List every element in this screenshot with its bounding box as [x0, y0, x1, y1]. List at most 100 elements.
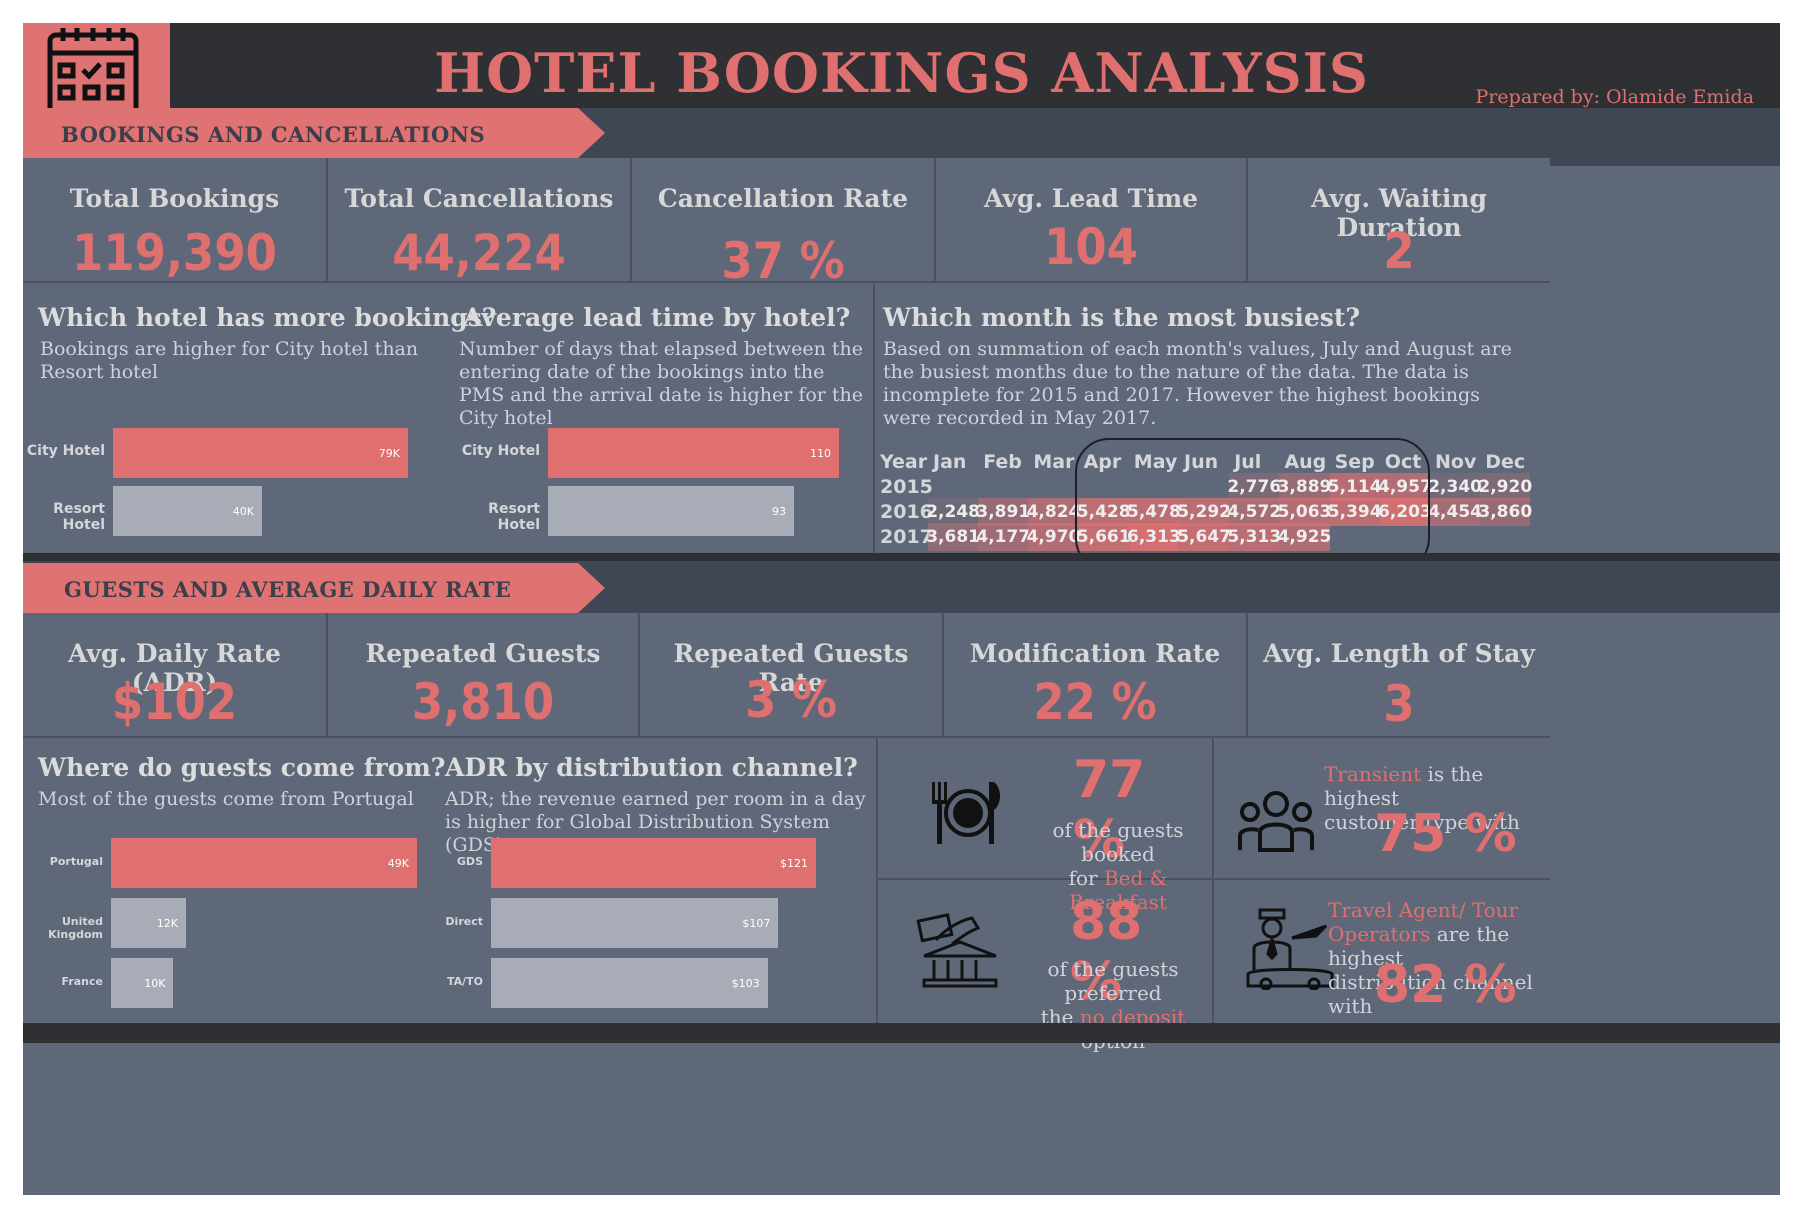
card-travel-agent: Travel Agent/ Tour Operators are the hig… [1214, 880, 1550, 1023]
agent-text: Travel Agent/ Tour Operators are the hig… [1328, 898, 1548, 1018]
divider [873, 283, 875, 558]
heatmap-cell: 6,313 [1127, 523, 1181, 551]
bar-category-label: Portugal [49, 855, 103, 869]
bar: 40K [113, 486, 262, 536]
heatmap-cell: 4,454 [1428, 498, 1482, 526]
heatmap-cell: 4,824 [1027, 498, 1080, 526]
bar-data-label: 79K [378, 446, 400, 460]
deposit-percent: 88 % [1070, 892, 1143, 1012]
chart-bookings-by-hotel: City Hotel 79K Resort Hotel 40K [23, 428, 453, 548]
kpi-total-bookings: Total Bookings 119,390 [23, 158, 328, 283]
kpi-label: Modification Rate [969, 639, 1221, 668]
bar: 79K [113, 428, 408, 478]
bar: $121 [491, 838, 816, 888]
kpi-label: Repeated Guests [365, 639, 601, 668]
heatmap-column-header: Jun [1184, 451, 1219, 473]
heatmap-cell: 2,248 [926, 498, 980, 526]
bar-category-label: TA/TO [446, 975, 483, 989]
bar-category-label: United Kingdom [48, 915, 103, 942]
kpi-label: Avg. Lead Time [983, 184, 1199, 213]
bar-data-label: 10K [144, 976, 166, 990]
transient-percent: 75 % [1374, 804, 1517, 864]
section-separator [23, 553, 1780, 561]
heatmap-column-header: May [1133, 451, 1178, 473]
lead-question: Average lead time by hotel? [463, 303, 851, 332]
transient-highlight: Transient [1324, 762, 1422, 786]
heatmap-cell: 5,647 [1177, 523, 1231, 551]
heatmap-cell: 5,394 [1328, 498, 1382, 526]
agent-percent: 82 % [1374, 955, 1517, 1015]
heatmap-column-header: Dec [1485, 451, 1526, 473]
kpi-repeated-guests-rate: Repeated Guests Rate 3 % [640, 613, 944, 738]
heatmap-cell: 3,889 [1278, 473, 1331, 501]
heatmap-cell: 3,681 [926, 523, 980, 551]
kpi-avg-lead-time: Avg. Lead Time 104 [936, 158, 1248, 283]
prepared-by: Prepared by: Olamide Emida [1475, 86, 1754, 108]
section-title: GUESTS AND AVERAGE DAILY RATE [64, 577, 512, 602]
heatmap-column-header: Aug [1284, 451, 1327, 473]
bb-highlight: Bed & Breakfast [1069, 866, 1168, 914]
deposit-line1: of the guests preferred [1047, 957, 1179, 1005]
heatmap-cell: 5,292 [1177, 498, 1231, 526]
heatmap-cell: 4,177 [976, 523, 1030, 551]
bank-deposit-icon [916, 913, 998, 988]
kpi-label: Avg. Waiting Duration [1310, 184, 1488, 242]
month-question: Which month is the most busiest? [883, 303, 1361, 332]
heatmap-column-header: Jan [933, 451, 967, 473]
hotel-description: Bookings are higher for City hotel than … [40, 338, 419, 383]
bar: 12K [111, 898, 186, 948]
kpi-modification-rate: Modification Rate 22 % [944, 613, 1248, 738]
heatmap-cell: 2,776 [1227, 473, 1281, 501]
kpi-cancellation-rate: Cancellation Rate 37 % [632, 158, 936, 290]
header-bar [23, 23, 1780, 123]
bb-pre: for [1068, 866, 1104, 890]
heatmap-column-header: Year [880, 451, 928, 473]
heatmap-cell: 3,891 [976, 498, 1030, 526]
heatmap-row-year: 2017 [880, 526, 933, 548]
kpi-value: 104 [1044, 218, 1138, 276]
kpi-label: Total Cancellations [344, 184, 614, 213]
card-no-deposit: 88 % of the guests preferred the no depo… [878, 880, 1212, 1053]
kpi-total-cancellations: Total Cancellations 44,224 [328, 158, 632, 283]
section-ribbon-guests: GUESTS AND AVERAGE DAILY RATE [23, 563, 605, 613]
heatmap-column-header: Mar [1033, 451, 1075, 473]
divider [876, 878, 1550, 880]
chart-adr-by-channel: GDS $121 Direct $107 TA/TO $103 [443, 838, 883, 1013]
heatmap-column-header: Nov [1435, 451, 1477, 473]
bar-data-label: 93 [772, 504, 787, 518]
page-title: HOTEL BOOKINGS ANALYSIS [434, 41, 1369, 105]
kpi-repeated-guests: Repeated Guests 3,810 [328, 613, 640, 738]
heatmap-cell: 4,970 [1027, 523, 1080, 551]
kpi-value: 119,390 [72, 224, 277, 282]
section-ribbon-bookings: BOOKINGS AND CANCELLATIONS [23, 108, 605, 158]
bar-data-label: $121 [780, 856, 808, 870]
kpi-value: 3,810 [411, 673, 555, 731]
busiest-months-highlight [1074, 438, 1430, 572]
bb-percent: 77 % [1073, 750, 1146, 870]
agent-line3: distribution channel with [1328, 970, 1533, 1018]
bar-data-label: $107 [742, 916, 771, 930]
kpi-value: 44,224 [392, 224, 566, 282]
heatmap-cell: 5,478 [1127, 498, 1181, 526]
bar: 93 [548, 486, 795, 536]
kpi-value: 3 [1383, 675, 1415, 733]
divider [1212, 738, 1214, 1023]
transient-line1: Transient is the highest [1324, 762, 1544, 810]
chart-monthly-bookings-heatmap: Year Jan Feb Mar Apr May Jun Jul Aug Sep Oct Nov Dec… [875, 418, 1550, 572]
heatmap-cell: 5,063 [1278, 498, 1331, 526]
kpi-label: Total Bookings [69, 184, 280, 213]
adr-question: ADR by distribution channel? [445, 753, 858, 782]
footer-bar [23, 1023, 1780, 1043]
bar-category-label: City Hotel [26, 443, 105, 460]
bar-data-label: 40K [232, 504, 254, 518]
month-description: Based on summation of each month's value… [883, 338, 1512, 429]
heatmap-cell: 4,957 [1378, 473, 1432, 501]
transient-rest: is the highest [1324, 762, 1484, 810]
card-transient: Transient is the highest customer type w… [1214, 738, 1550, 878]
dashboard: HOTEL BOOKINGS ANALYSIS Prepared by: Ola… [23, 23, 1780, 1195]
bar-category-label: Resort Hotel [53, 501, 105, 534]
bar-category-label: Resort Hotel [488, 501, 540, 534]
bar-category-label: Direct [445, 915, 483, 929]
agent-highlight: Operators [1328, 922, 1431, 946]
kpi-value: 37 % [721, 232, 845, 290]
